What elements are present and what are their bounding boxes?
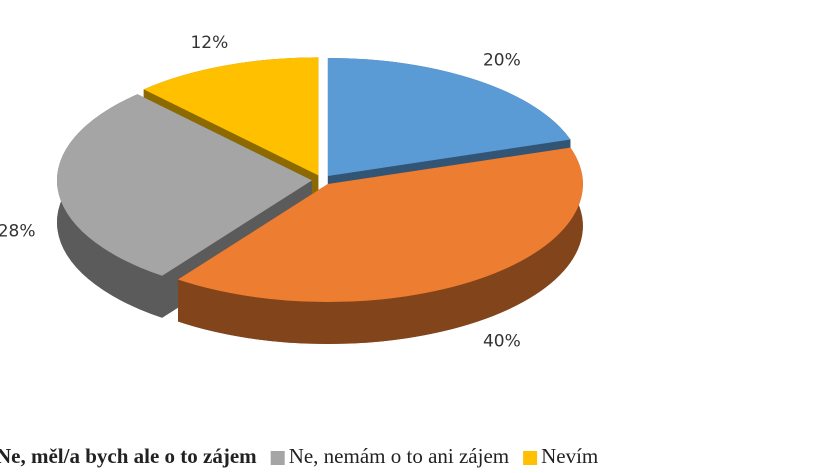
legend-swatch: [270, 451, 285, 465]
slice: [57, 94, 313, 276]
legend-swatch: [523, 451, 538, 465]
data-label: 40%: [483, 331, 521, 351]
data-label: 28%: [0, 221, 36, 241]
data-label: 20%: [483, 51, 521, 71]
slice-group: [177, 147, 583, 345]
slice-wall: [177, 147, 583, 345]
legend-label: Ne, měl/a bych ale o to zájem: [0, 444, 257, 468]
slice: [177, 147, 583, 303]
slice: [143, 57, 319, 176]
legend-label: Nevím: [541, 444, 598, 468]
legend-label: Ne, nemám o to ani zájem: [289, 444, 509, 468]
slice: [327, 57, 571, 176]
data-label: 12%: [190, 33, 228, 53]
